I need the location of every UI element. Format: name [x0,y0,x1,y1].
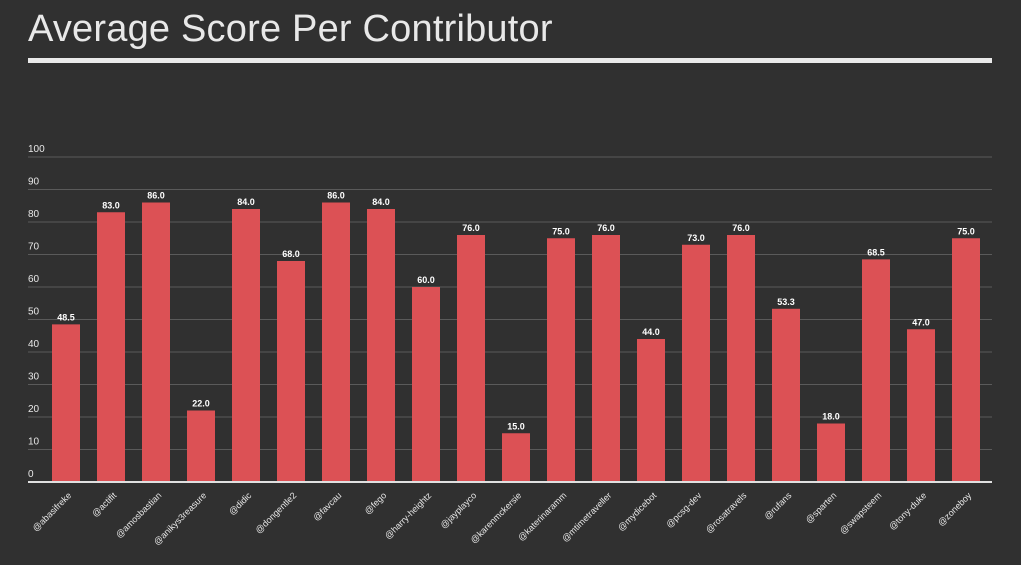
page-title: Average Score Per Contributor [28,8,553,50]
x-tick-label: @didic [227,490,254,517]
x-tick-label: @amosbastian [114,490,164,540]
data-label: 75.0 [957,226,975,236]
data-label: 86.0 [147,191,165,201]
y-tick-label: 90 [28,177,40,188]
data-label: 76.0 [462,223,480,233]
bar-karenmckersie [502,433,530,482]
x-tick-label: @mtimetraveller [560,490,613,543]
bar-fego [367,209,395,482]
y-tick-label: 40 [28,339,40,350]
data-label: 18.0 [822,412,840,422]
x-tick-label: @dongentle2 [253,490,298,535]
bar-rufans [772,308,800,482]
y-tick-label: 60 [28,274,40,285]
x-tick-label: @abasifreke [31,490,74,533]
y-tick-label: 20 [28,404,40,415]
bar-favcau [322,202,350,482]
y-tick-label: 10 [28,437,40,448]
bar-mydicebot [637,339,665,482]
x-tick-label: @rufans [762,490,794,522]
x-tick-label: @swapsteem [838,490,884,536]
y-tick-label: 30 [28,372,40,383]
data-label: 84.0 [372,197,390,207]
y-axis-ticks: 0 10 20 30 40 50 60 70 80 90 100 [28,144,45,480]
x-tick-label: @zoneboy [936,490,974,528]
y-tick-label: 70 [28,242,40,253]
x-tick-label: @pcsg-dev [664,490,704,530]
data-labels: 48.5 83.0 86.0 22.0 84.0 68.0 86.0 84.0 60.0 76.0… [57,191,975,432]
data-label: 76.0 [732,223,750,233]
y-tick-label: 0 [28,469,34,480]
data-label: 84.0 [237,197,255,207]
bar-dongentle2 [277,261,305,482]
gridlines [28,156,992,450]
data-label: 68.0 [282,249,300,259]
data-label: 47.0 [912,317,930,327]
bar-actifit [97,212,125,482]
x-tick-label: @favcau [311,490,343,522]
bar-rosatravels [727,235,755,482]
x-axis-ticks: @abasifreke @actifit@amosbastian@anikys3r… [31,490,974,547]
x-tick-label: @fego [362,490,388,516]
y-tick-label: 100 [28,144,45,155]
x-tick-label: @mydicebot [616,490,659,533]
bar-jayplayco [457,235,485,482]
data-label: 83.0 [102,200,120,210]
data-label: 15.0 [507,421,525,431]
y-tick-label: 50 [28,307,40,318]
data-label: 86.0 [327,191,345,201]
title-underline [28,58,992,63]
bar-abasifreke [52,324,80,482]
data-label: 60.0 [417,275,435,285]
bar-katerinaramm [547,238,575,482]
bar-swapsteem [862,259,890,482]
data-label: 73.0 [687,233,705,243]
bar-anikys3reasure [187,410,215,482]
x-tick-label: @actifit [90,490,119,519]
bar-mtimetraveller [592,235,620,482]
bar-harry-heightz [412,287,440,482]
bar-sparten [817,423,845,482]
data-label: 76.0 [597,223,615,233]
x-tick-label: @harry-heightz [383,490,434,541]
y-tick-label: 80 [28,209,40,220]
x-tick-label: @rosatravels [704,490,749,535]
x-tick-label: @sparten [804,490,839,525]
bar-tony-duke [907,329,935,482]
data-label: 48.5 [57,312,75,322]
data-label: 22.0 [192,399,210,409]
bars [52,202,980,482]
x-tick-label: @tony-duke [887,490,928,531]
data-label: 53.3 [777,297,795,307]
data-label: 68.5 [867,247,885,257]
bar-pcsg-dev [682,244,710,482]
data-label: 44.0 [642,327,660,337]
x-tick-label: @jayplayco [438,490,478,530]
bar-didic [232,209,260,482]
data-label: 75.0 [552,226,570,236]
bar-amosbastian [142,202,170,482]
bar-zoneboy [952,238,980,482]
